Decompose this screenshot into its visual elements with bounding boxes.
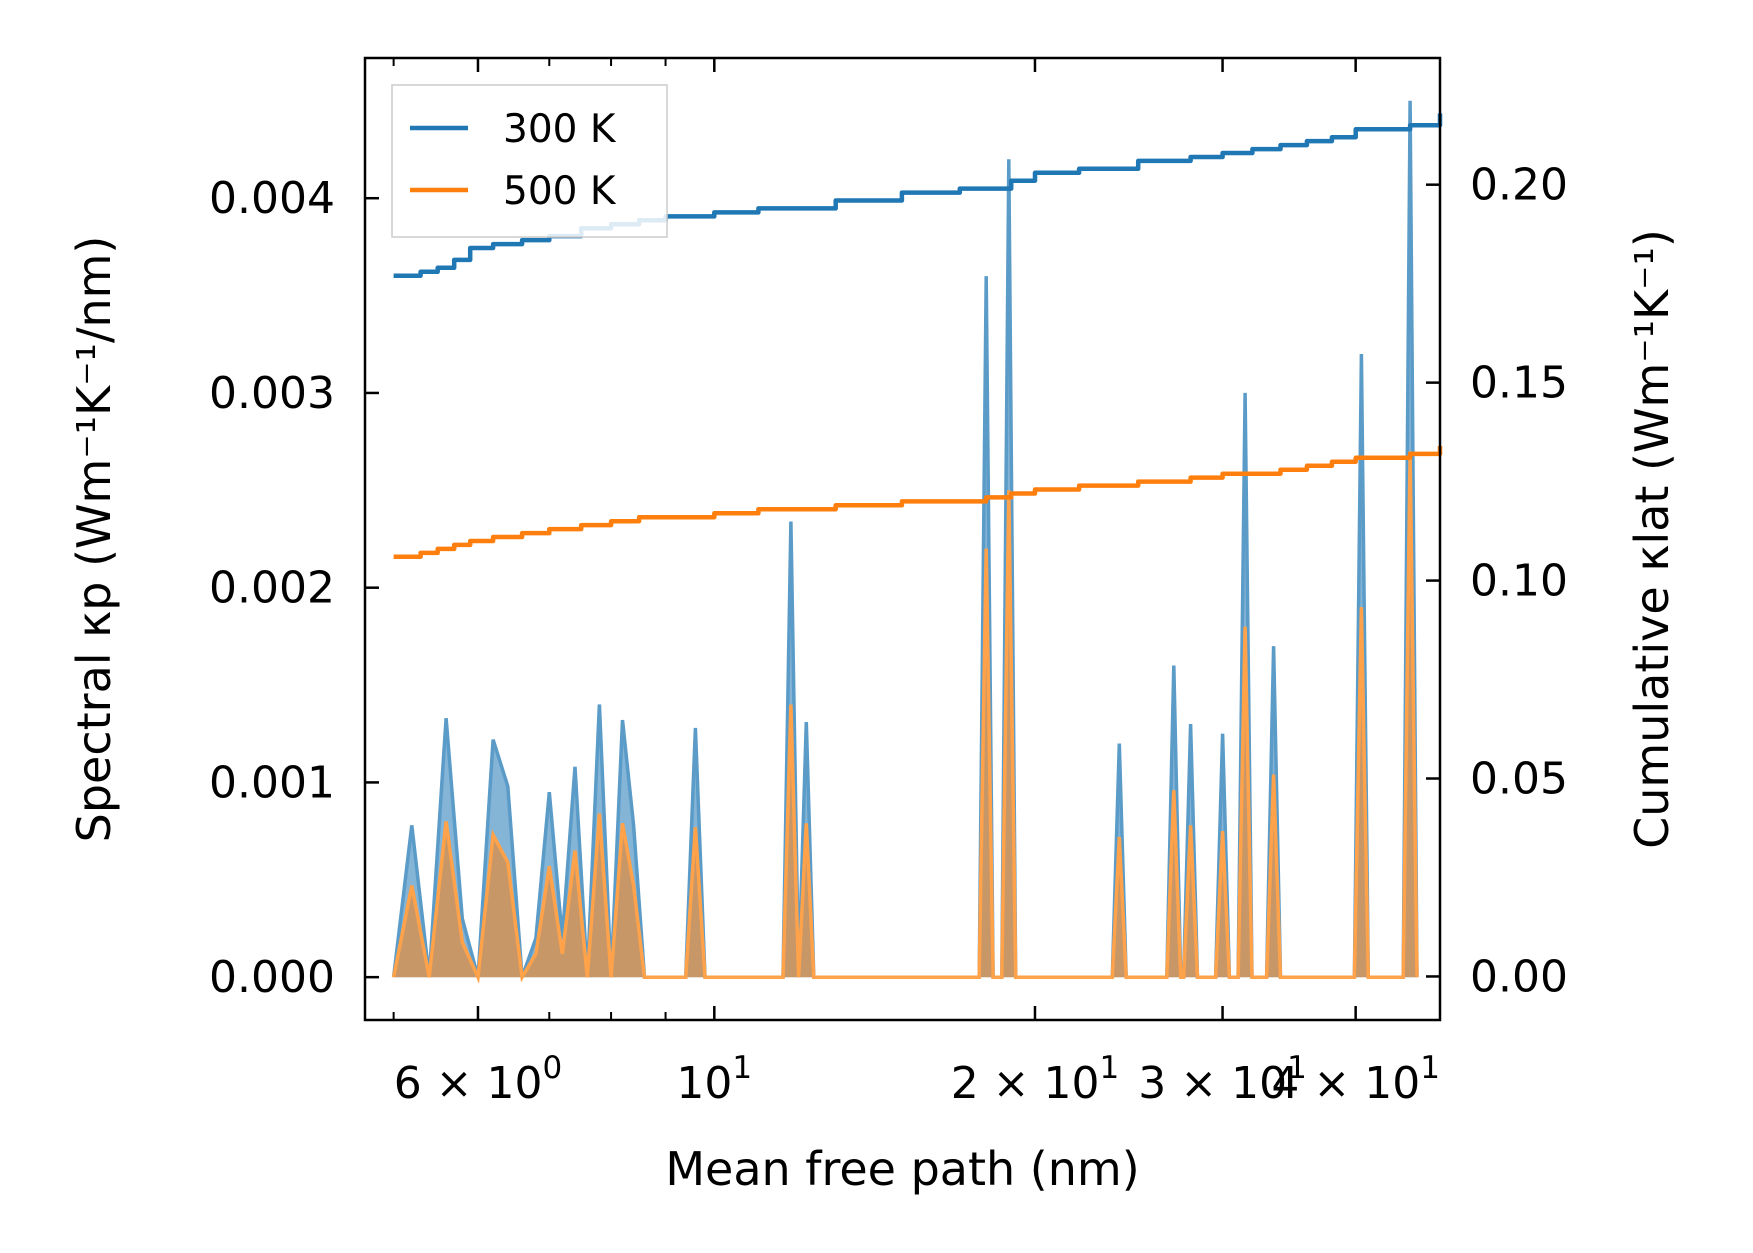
spectral-area-500k	[393, 451, 1418, 978]
legend-label: 300 K	[503, 107, 617, 152]
right-y-tick-label: 0.00	[1470, 951, 1568, 1002]
x-tick-label: 2 × 101	[951, 1050, 1120, 1109]
right-y-tick-label: 0.05	[1470, 754, 1568, 805]
right-y-tick-label: 0.15	[1470, 358, 1568, 409]
x-tick-label: 3 × 101	[1138, 1050, 1307, 1109]
axes-frame	[363, 56, 1442, 1022]
legend-box	[391, 84, 668, 238]
left-y-tick-label: 0.001	[209, 757, 335, 808]
left-y-tick-label: 0.002	[209, 563, 335, 614]
x-tick-label: 101	[676, 1050, 752, 1109]
left-y-axis-title: Spectral κp (Wm⁻¹K⁻¹/nm)	[67, 236, 121, 843]
left-y-tick-label: 0.003	[209, 368, 335, 419]
left-y-tick-label: 0.004	[209, 173, 335, 224]
x-tick-label: 6 × 100	[394, 1050, 563, 1109]
cumulative-line-300k	[393, 113, 1443, 278]
right-y-tick-label: 0.20	[1470, 160, 1568, 211]
axes: 0.000 0.001 0.002 0.003 0.004 0.00 0.05 0.10 0.1…	[209, 56, 1568, 1109]
spectral-line-500k	[391, 451, 1419, 984]
left-y-tick-label: 0.000	[209, 952, 335, 1003]
right-y-tick-label: 0.10	[1470, 556, 1568, 607]
cumulative-line-500k	[393, 446, 1443, 560]
plot-area	[391, 100, 1443, 984]
x-tick-label: 4 × 101	[1271, 1050, 1440, 1109]
legend: 300 K 500 K	[391, 84, 668, 238]
x-axis-title: Mean free path (nm)	[665, 1142, 1139, 1196]
right-y-axis-title: Cumulative κlat (Wm⁻¹K⁻¹)	[1625, 229, 1679, 849]
legend-label: 500 K	[503, 169, 617, 214]
